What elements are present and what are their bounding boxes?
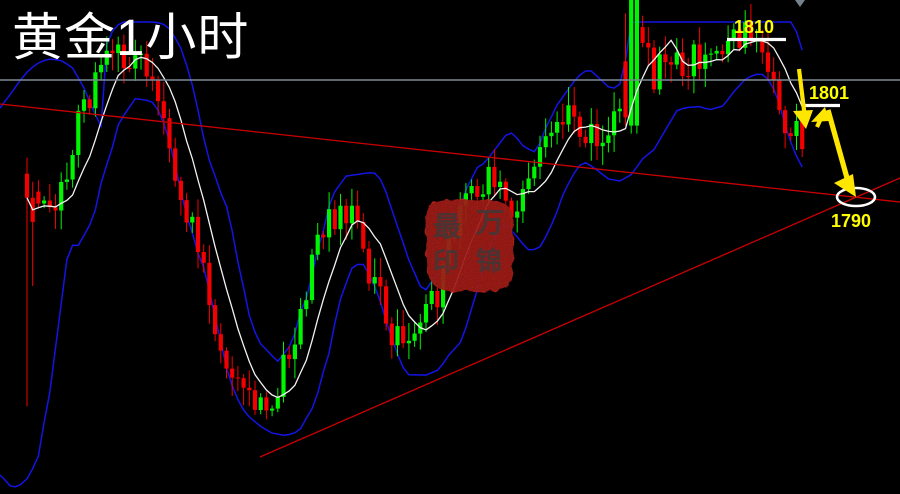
svg-text:万: 万 xyxy=(476,207,504,238)
svg-text:锦: 锦 xyxy=(476,246,502,276)
svg-text:最: 最 xyxy=(433,211,461,242)
svg-text:1801: 1801 xyxy=(809,83,849,103)
svg-text:1790: 1790 xyxy=(831,211,871,231)
svg-text:印: 印 xyxy=(433,247,459,277)
svg-text:1810: 1810 xyxy=(734,17,774,37)
svg-text:黄金1小时: 黄金1小时 xyxy=(12,9,249,66)
